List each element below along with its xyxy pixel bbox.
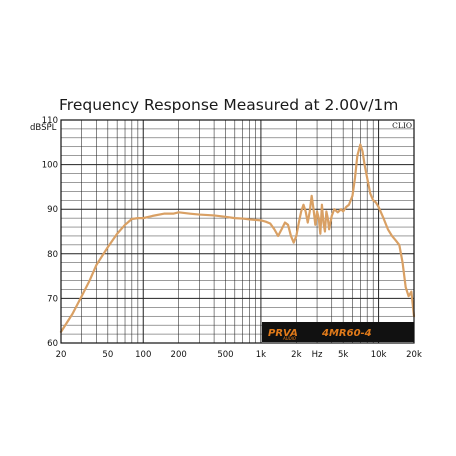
grid [61,120,414,343]
x-tick-label: 5k [338,350,348,360]
y-axis-label: dBSPL [30,123,57,133]
x-tick-label: 2k [291,350,301,360]
x-tick-label: 500 [217,350,233,360]
y-ticks: 60 70 80 90 100 110 [42,116,58,349]
series [59,143,416,333]
x-tick-label: 10k [371,350,387,360]
brand-box-background [262,322,414,342]
model-label: 4MR60-4 [321,328,372,339]
x-tick-label: 1k [256,350,266,360]
x-tick-label: 20k [406,350,422,360]
x-unit-label: Hz [312,350,323,360]
x-tick-label: 100 [135,350,151,360]
x-tick-label: 200 [171,350,187,360]
y-tick-label: 110 [42,116,58,126]
y-tick-label: 90 [47,205,58,215]
x-tick-label: 50 [102,350,113,360]
plot-frame [60,119,415,344]
x-tick-label: 20 [56,350,67,360]
brand-box: PRVA AUDIO 4MR60-4 [262,322,414,342]
brand-logo: PRVA [268,328,298,339]
series-line-0 [59,143,416,333]
y-tick-label: 80 [47,250,58,260]
y-tick-label: 60 [47,339,58,349]
y-tick-label: 70 [47,294,58,304]
brand-logo-sub: AUDIO [282,336,296,341]
x-ticks: 20 50 100 200 500 1k 2k 5k 10k 20k [56,350,422,360]
chart-title: Frequency Response Measured at 2.00v/1m [59,96,398,114]
watermark: CLIO [392,121,412,130]
y-tick-label: 100 [42,161,58,171]
